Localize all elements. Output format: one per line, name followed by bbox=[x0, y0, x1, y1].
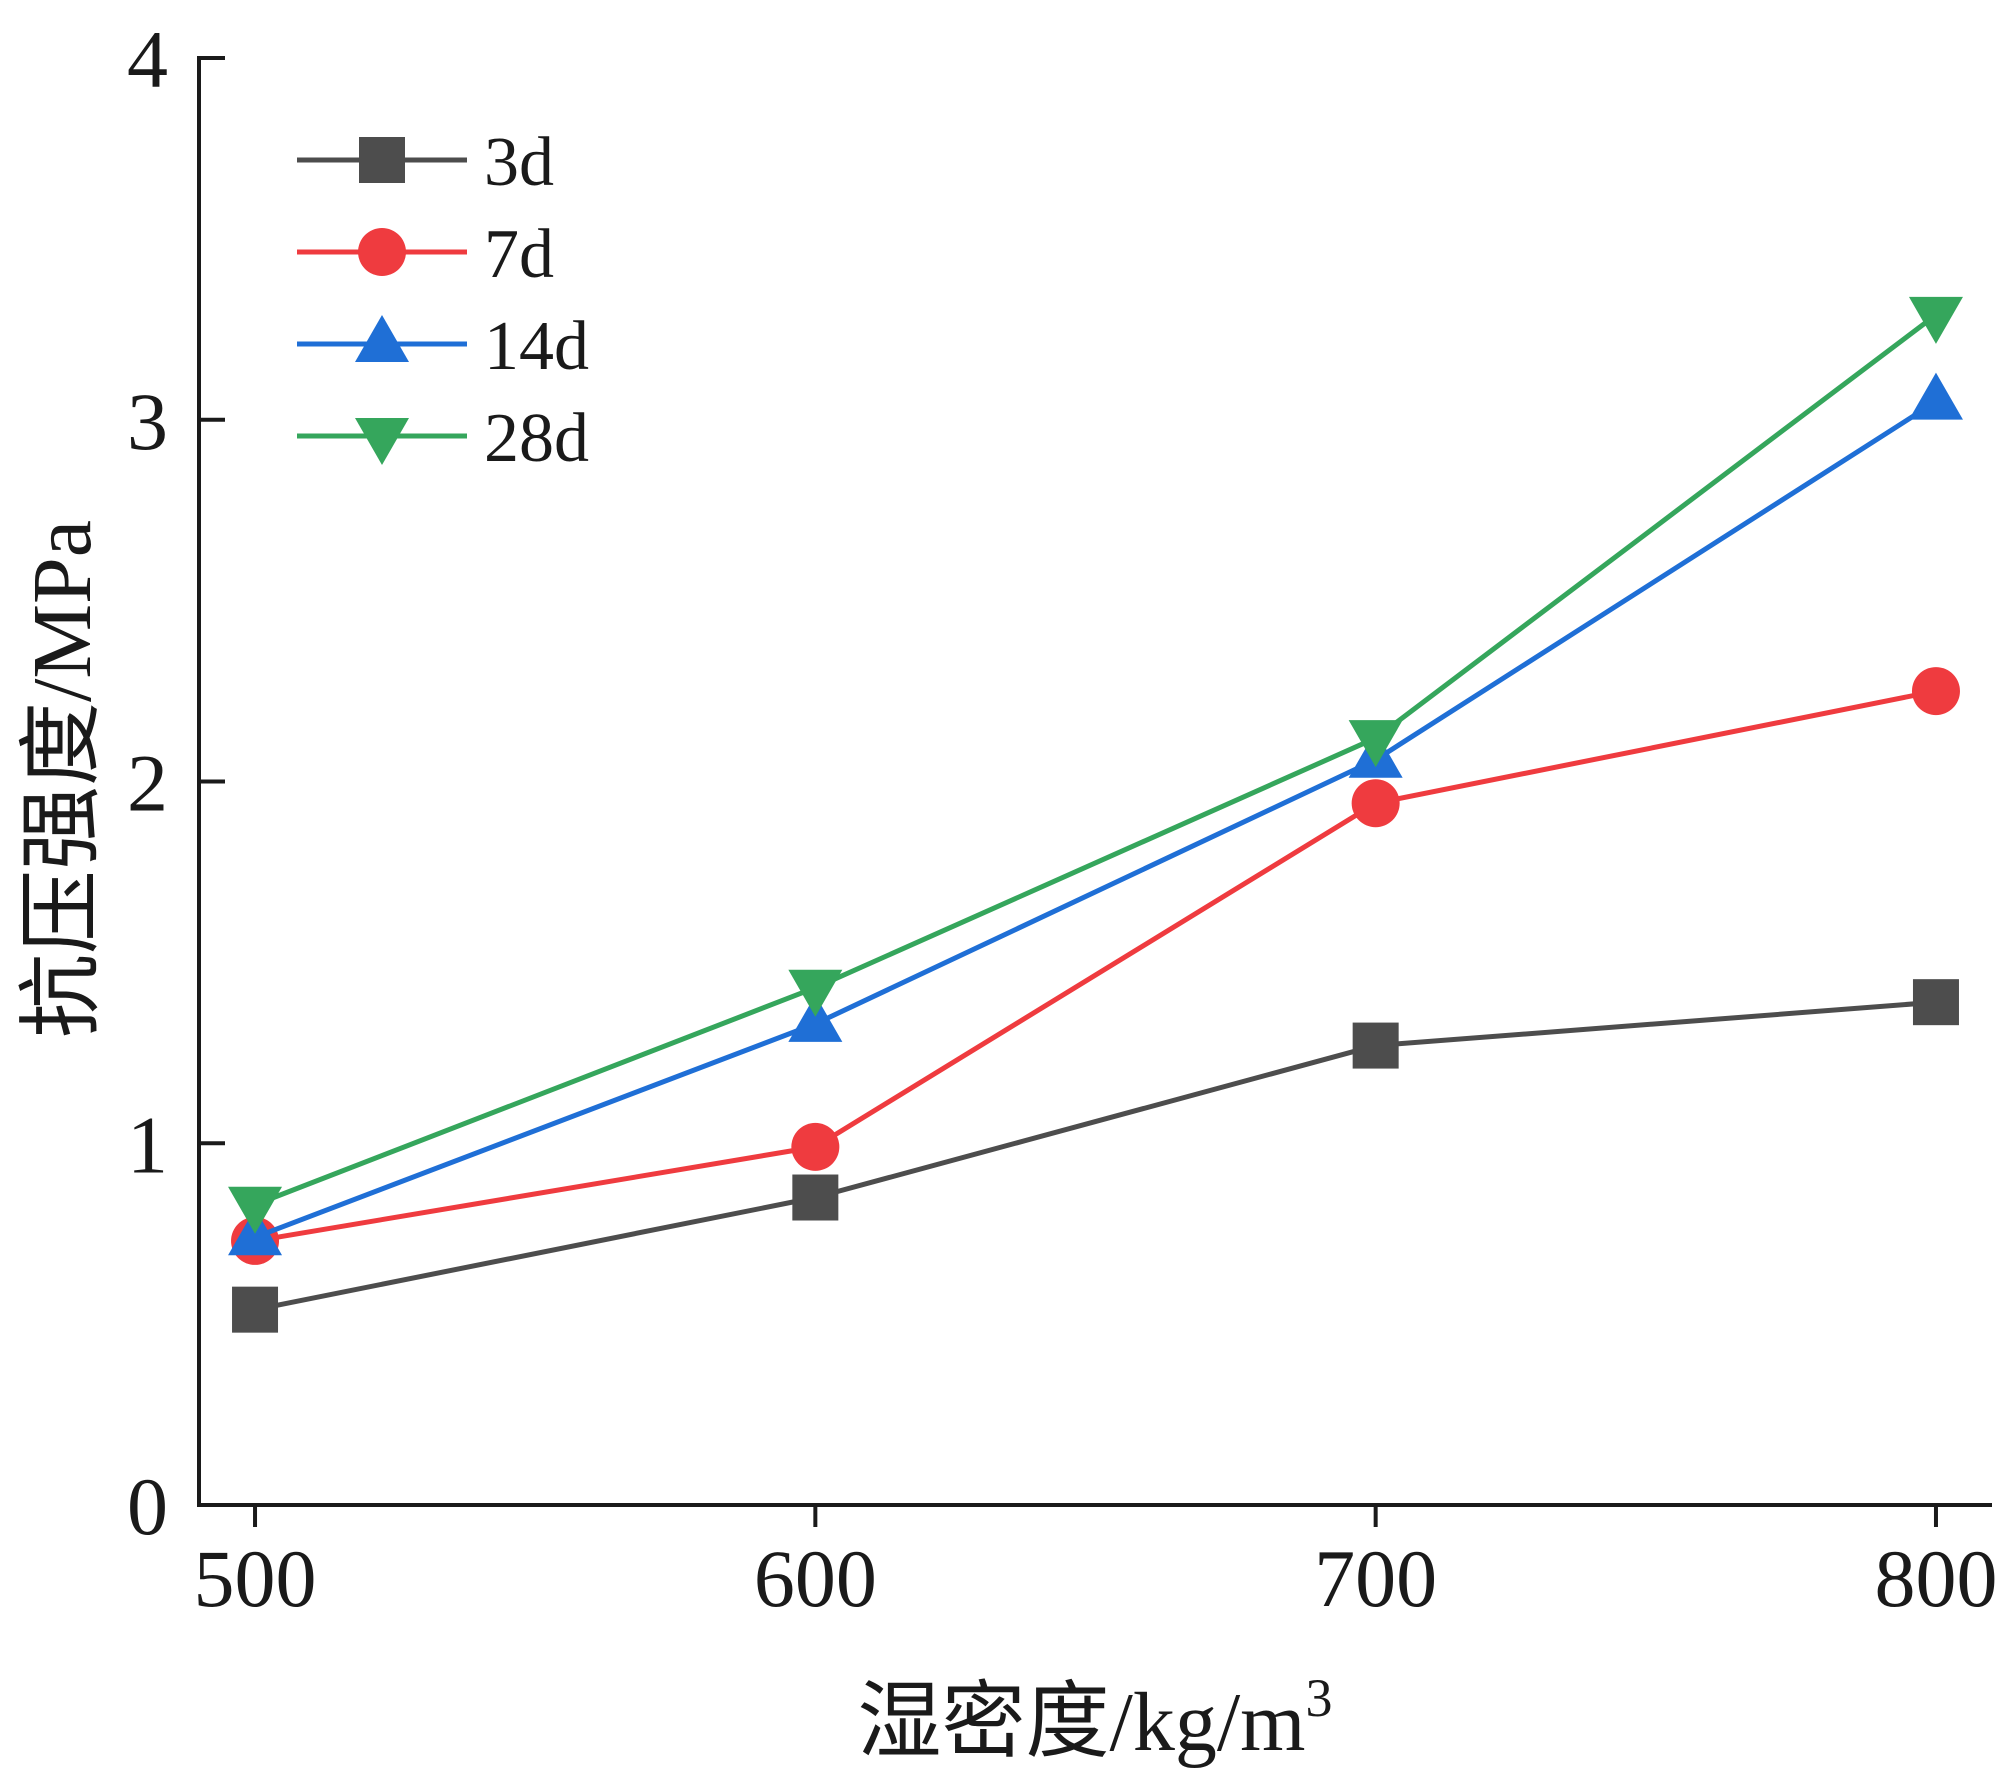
data-point-3d-800 bbox=[1912, 979, 1959, 1026]
x-tick-label: 600 bbox=[754, 1533, 877, 1624]
data-point-14d-800 bbox=[1908, 372, 1963, 420]
y-tick-label: 2 bbox=[127, 738, 168, 829]
data-point-3d-700 bbox=[1352, 1022, 1399, 1069]
x-tick-label: 500 bbox=[194, 1533, 317, 1624]
axes bbox=[197, 56, 1992, 1507]
data-point-7d-700 bbox=[1351, 779, 1400, 828]
legend: 3d 7d 14d 28d bbox=[297, 124, 589, 477]
x-tick-label: 700 bbox=[1314, 1533, 1437, 1624]
legend-marker-7d bbox=[358, 228, 406, 276]
legend-item-14d: 14d bbox=[297, 308, 589, 385]
legend-marker-14d bbox=[355, 315, 409, 362]
legend-label: 3d bbox=[484, 124, 554, 201]
x-axis-title: 湿密度/kg/m3 bbox=[857, 1668, 1332, 1769]
data-series bbox=[228, 296, 1963, 1333]
data-point-28d-700 bbox=[1348, 720, 1403, 768]
legend-label: 14d bbox=[484, 308, 589, 385]
legend-item-7d: 7d bbox=[297, 216, 554, 293]
series-line-28d bbox=[254, 312, 1938, 1208]
x-tick-label: 800 bbox=[1874, 1533, 1997, 1624]
data-point-7d-600 bbox=[791, 1122, 840, 1171]
y-axis-title: 抗压强度/MPa bbox=[16, 520, 109, 1038]
data-point-3d-500 bbox=[232, 1286, 279, 1333]
legend-item-3d: 3d bbox=[297, 124, 554, 201]
legend-label: 7d bbox=[484, 216, 554, 293]
data-point-28d-800 bbox=[1908, 296, 1963, 344]
series-line-7d bbox=[254, 688, 1937, 1244]
series-line-14d bbox=[254, 399, 1938, 1240]
legend-label: 28d bbox=[484, 400, 589, 477]
legend-marker-3d bbox=[359, 137, 405, 183]
x-axis-title-text: 湿密度/kg/m bbox=[857, 1676, 1305, 1769]
y-tick-label: 0 bbox=[127, 1461, 168, 1552]
series-7d bbox=[231, 667, 1960, 1265]
data-point-3d-600 bbox=[792, 1174, 839, 1221]
series-28d bbox=[228, 296, 1963, 1234]
data-point-28d-500 bbox=[228, 1186, 283, 1234]
data-point-14d-600 bbox=[788, 994, 843, 1042]
series-3d bbox=[232, 979, 1959, 1333]
x-axis-ticks: 500 600 700 800 bbox=[194, 1505, 1997, 1624]
x-axis-title-superscript: 3 bbox=[1306, 1668, 1333, 1728]
series-line-3d bbox=[254, 999, 1937, 1313]
legend-item-28d: 28d bbox=[297, 400, 589, 477]
data-point-28d-600 bbox=[788, 969, 843, 1017]
y-tick-label: 3 bbox=[127, 376, 168, 467]
y-axis-ticks: 0 1 2 3 4 bbox=[127, 14, 225, 1552]
y-tick-label: 1 bbox=[127, 1099, 168, 1190]
y-tick-label: 4 bbox=[127, 14, 168, 105]
legend-marker-28d bbox=[355, 418, 409, 465]
data-point-7d-800 bbox=[1911, 667, 1960, 716]
